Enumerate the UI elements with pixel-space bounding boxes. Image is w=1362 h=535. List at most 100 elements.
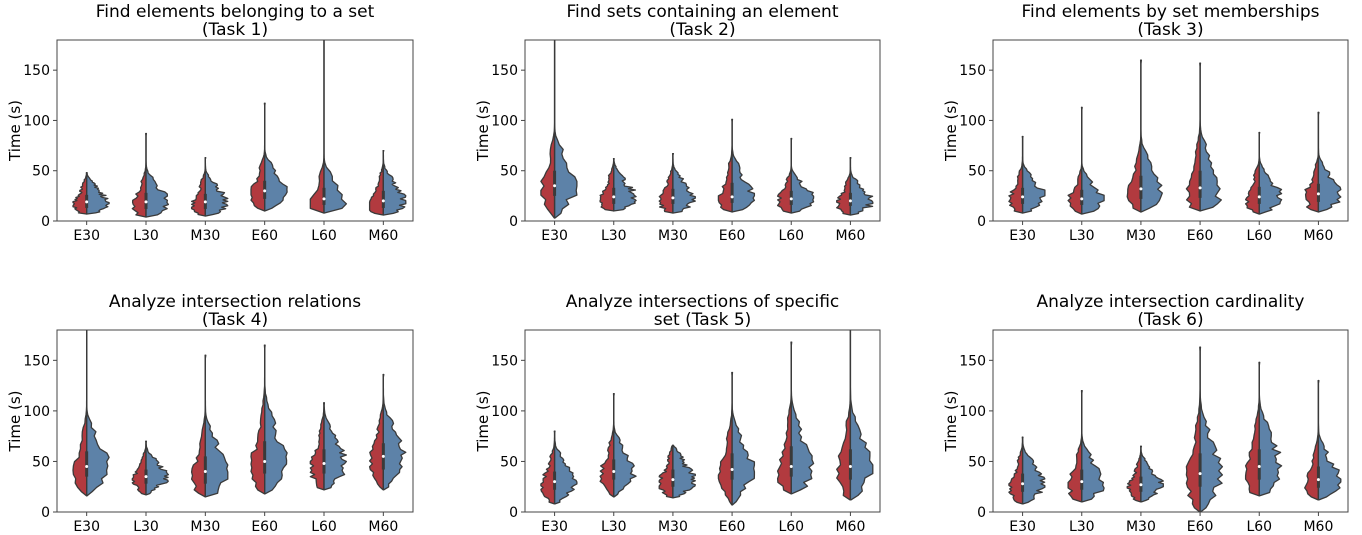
median-dot-M30 [1139,483,1143,487]
plot-frame [56,39,414,222]
y-tick-label: 0 [977,505,986,521]
y-tick-label: 150 [491,63,518,79]
x-tick-label: M30 [190,228,220,244]
violin-left-L30 [131,440,147,496]
violin-left-E30 [1008,135,1024,214]
y-tick-label: 0 [41,214,50,230]
x-tick-label: M30 [1126,228,1156,244]
chart-title: Analyze intersection relations [109,292,361,312]
x-tick-label: E30 [73,519,100,535]
chart-title: Analyze intersections of specific [566,292,840,312]
violin-right-L30 [145,132,170,218]
median-dot-E30 [85,200,89,204]
x-tick-label: L30 [1069,519,1095,535]
y-axis-label: Time (s) [474,391,492,453]
violin-right-L30 [613,158,637,212]
violin-right-L60 [1258,361,1283,497]
violin-right-L60 [790,341,815,495]
median-dot-E30 [553,480,557,484]
chart-subtitle: (Task 6) [1137,310,1203,330]
violin-left-M60 [836,330,852,501]
median-dot-L60 [1257,465,1261,468]
median-dot-M30 [671,196,675,200]
violin-right-E30 [1021,436,1046,505]
median-dot-M60 [1316,478,1320,482]
x-tick-label: L60 [311,519,337,535]
violin-left-M60 [1304,379,1320,501]
median-dot-E30 [1021,195,1025,199]
violin-right-M30 [1140,445,1164,503]
median-dot-E60 [1198,186,1202,190]
violin-left-E30 [540,40,556,219]
median-dot-E60 [1198,472,1202,476]
violin-left-M60 [836,157,852,216]
median-dot-E60 [730,195,734,199]
violin-left-L60 [1244,361,1260,497]
x-tick-label: E30 [73,228,100,244]
plot-frame [524,329,881,513]
violin-left-E30 [72,172,88,215]
violin-left-L60 [309,402,325,491]
violin-left-M60 [368,373,384,491]
violin-right-M60 [849,330,874,501]
median-dot-L30 [612,195,616,199]
violin-left-E60 [717,371,733,506]
violin-right-M30 [672,152,696,214]
violin-right-E30 [86,330,110,497]
y-tick-label: 100 [23,113,50,129]
median-dot-L30 [1080,480,1084,484]
y-tick-label: 0 [509,505,518,521]
x-tick-label: M60 [1303,228,1333,244]
x-tick-label: M60 [835,519,865,535]
median-dot-M30 [1139,187,1143,191]
chart-title: Analyze intersection cardinality [1037,292,1305,312]
y-tick-label: 100 [959,113,986,129]
y-tick-label: 50 [500,454,518,470]
panel-3: Find elements by set memberships(Task 3)… [942,2,1349,244]
y-tick-label: 50 [968,164,986,180]
violin-left-E60 [1185,62,1201,212]
plot-frame [992,329,1349,513]
median-dot-E60 [263,459,267,463]
violin-right-E30 [553,430,578,505]
median-dot-M60 [1316,192,1320,196]
y-tick-label: 0 [509,214,518,230]
chart-title: Find elements by set memberships [1021,2,1319,22]
y-tick-label: 150 [959,63,986,79]
y-axis-label: Time (s) [942,391,960,453]
median-dot-M30 [671,478,675,482]
x-tick-label: E30 [1009,228,1036,244]
median-dot-L60 [789,465,793,468]
y-tick-label: 150 [959,353,986,369]
y-axis-label: Time (s) [6,100,24,162]
chart-title: Find sets containing an element [567,2,839,22]
violin-right-L60 [1258,131,1283,215]
x-tick-label: E60 [719,519,746,535]
violin-left-L60 [776,137,792,214]
x-tick-label: M30 [190,519,220,535]
y-tick-label: 0 [41,505,50,521]
y-axis-label: Time (s) [6,391,24,453]
chart-subtitle: set (Task 5) [654,310,752,330]
violin-right-L60 [323,402,348,491]
violin-left-E60 [250,102,266,212]
violin-left-L30 [599,158,615,212]
x-tick-label: L60 [1246,519,1272,535]
violin-right-E30 [1021,135,1046,214]
median-dot-E30 [85,465,89,468]
violin-right-L30 [1081,390,1105,503]
x-tick-label: E30 [541,228,568,244]
violin-left-M30 [658,152,674,214]
violin-right-M30 [1140,59,1163,213]
x-tick-label: M30 [658,228,688,244]
violin-right-L30 [613,393,637,498]
x-tick-label: E60 [719,228,746,244]
violin-right-E60 [1199,62,1222,212]
violin-left-M30 [1126,445,1142,503]
median-dot-L60 [322,461,326,465]
y-tick-label: 100 [959,404,986,420]
violin-left-L60 [776,341,792,495]
median-dot-E30 [553,184,557,188]
